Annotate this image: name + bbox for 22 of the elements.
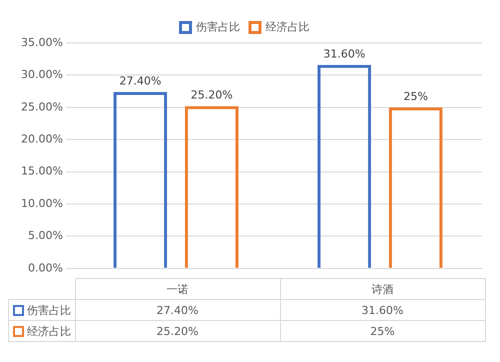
data-label: 31.60% [280,300,485,320]
legend-label: 伤害占比 [196,20,240,34]
text: 25% [403,90,428,103]
x-tick-label: 一诺 [75,278,280,300]
text: 伤害占比 [27,304,71,316]
text: 31.60% [323,47,366,60]
y-tick-label: 30.00% [21,68,63,82]
x-tick-label: 诗酒 [280,278,485,300]
legend-label: 经济占比 [266,20,310,34]
y-tick-label: 15.00% [21,164,63,178]
y-tick-label: 25.00% [21,100,63,114]
y-tick-label: 0.00% [28,261,63,274]
data-label: 25.20% [75,320,280,342]
y-tick-label: 5.00% [28,229,63,242]
text: 25.20% [190,88,233,102]
y-tick-label: 10.00% [21,196,63,210]
text: 27.40% [119,74,162,88]
data-label: 25% [280,320,485,342]
y-tick-label: 20.00% [21,132,63,146]
y-tick-label: 35.00% [21,36,63,49]
text: 经济占比 [27,324,71,338]
data-label: 27.40% [75,300,280,320]
